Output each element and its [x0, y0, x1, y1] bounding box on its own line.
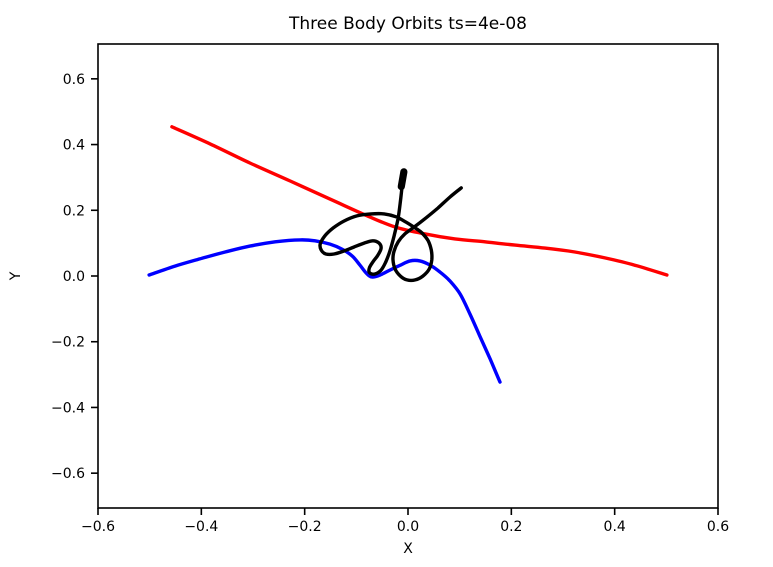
- orbit-body-black-thick-tip: [397, 168, 408, 191]
- x-tick-label: 0.0: [397, 519, 419, 535]
- axes: −0.6 −0.4 −0.2 0.0 0.2 0.4 0.6 0.6 0.4 0.2 0.0 −0.2…: [51, 43, 729, 535]
- x-tick-label: −0.2: [288, 519, 322, 535]
- x-tick-label: −0.4: [184, 519, 218, 535]
- orbit-body-blue: [147, 238, 502, 384]
- plot-spines: [97, 43, 719, 509]
- y-tick-label: 0.6: [63, 72, 85, 88]
- orbit-body-red: [170, 125, 669, 277]
- orbit-curves: [147, 125, 669, 384]
- y-tick-label: 0.2: [63, 203, 85, 219]
- x-tick-label: 0.4: [604, 519, 626, 535]
- orbit-body-black: [318, 170, 463, 283]
- chart-title: Three Body Orbits ts=4e-08: [288, 14, 527, 34]
- x-tick-label: 0.6: [707, 519, 729, 535]
- x-tick-label: 0.2: [500, 519, 522, 535]
- y-axis-label: Y: [8, 271, 24, 281]
- y-tick-label: −0.4: [51, 400, 85, 416]
- x-tick-label: −0.6: [81, 519, 115, 535]
- y-tick-label: −0.6: [51, 466, 85, 482]
- y-tick-label: −0.2: [51, 335, 85, 351]
- y-tick-label: 0.4: [63, 138, 85, 154]
- y-tick-label: 0.0: [63, 269, 85, 285]
- x-axis-label: X: [403, 541, 413, 557]
